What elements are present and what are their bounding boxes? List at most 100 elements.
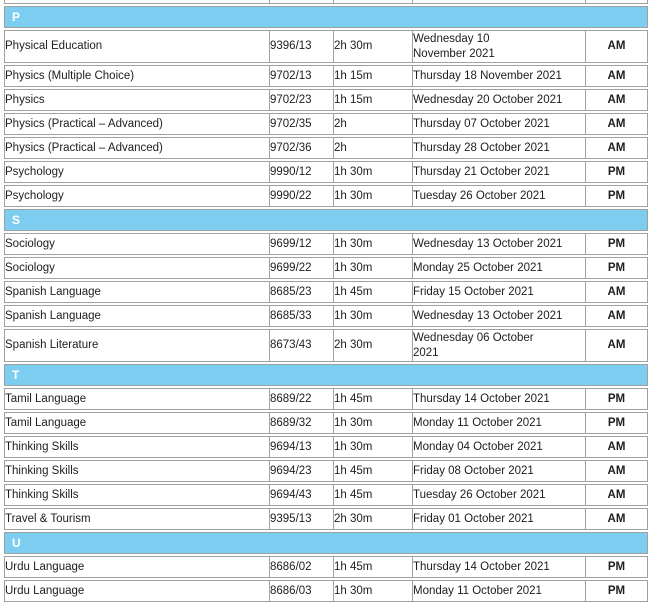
date-cell: Wednesday 13 October 2021	[412, 305, 585, 327]
subject-cell: Tamil Language	[4, 388, 269, 410]
date-cell: Monday 04 October 2021	[412, 436, 585, 458]
exam-row: Thinking Skills 9694/43 1h 45m Tuesday 26 O…	[4, 484, 648, 506]
date-cell: Thursday 28 October 2021	[412, 137, 585, 159]
syllabus-code-cell: 9702/23	[269, 89, 333, 111]
session-cell: AM	[585, 89, 648, 111]
exam-timetable-table: P Physical Education 9396/13 2h 30m Wednesda…	[4, 0, 648, 604]
exam-row: Sociology 9699/22 1h 30m Monday 25 October …	[4, 257, 648, 279]
syllabus-code-cell: 8685/23	[269, 281, 333, 303]
exam-date-text: Wednesday 06 October 2021	[413, 332, 534, 359]
session-cell: PM	[585, 257, 648, 279]
duration-cell: 2h 30m	[333, 329, 412, 362]
exam-row: Thinking Skills 9694/23 1h 45m Friday 08 Oc…	[4, 460, 648, 482]
date-cell: Tuesday 26 October 2021	[412, 484, 585, 506]
subject-cell: Thinking Skills	[4, 484, 269, 506]
duration-cell: 1h 15m	[333, 65, 412, 87]
exam-date-text: Tuesday 26 October 2021	[413, 488, 546, 501]
subject-cell: Travel & Tourism	[4, 508, 269, 530]
session-cell: AM	[585, 30, 648, 63]
exam-row: Physics (Multiple Choice) 9702/13 1h 15m Th…	[4, 65, 648, 87]
exam-row: Spanish Language 8685/23 1h 45m Friday 15 O…	[4, 281, 648, 303]
subject-cell: Urdu Language	[4, 580, 269, 602]
duration-cell: 1h 30m	[333, 436, 412, 458]
exam-date-text: Wednesday 13 October 2021	[413, 309, 563, 322]
section-band-row: P	[4, 6, 648, 28]
date-cell: Thursday 18 November 2021	[412, 65, 585, 87]
exam-row: Tamil Language 8689/22 1h 45m Thursday 14 O…	[4, 388, 648, 410]
syllabus-code-cell: 8689/32	[269, 412, 333, 434]
exam-row: Urdu Language 8686/03 1h 30m Monday 11 Octo…	[4, 580, 648, 602]
date-cell: Thursday 07 October 2021	[412, 113, 585, 135]
date-cell: Friday 01 October 2021	[412, 508, 585, 530]
subject-cell: Physics (Practical – Advanced)	[4, 113, 269, 135]
cutoff-subject-cell	[4, 0, 269, 4]
duration-cell: 1h 30m	[333, 257, 412, 279]
exam-row: Urdu Language 8686/02 1h 45m Thursday 14 Oc…	[4, 556, 648, 578]
exam-date-text: Friday 01 October 2021	[413, 512, 534, 525]
syllabus-code-cell: 9699/12	[269, 233, 333, 255]
subject-cell: Psychology	[4, 185, 269, 207]
syllabus-code-cell: 9990/22	[269, 185, 333, 207]
session-cell: AM	[585, 137, 648, 159]
syllabus-code-cell: 8685/33	[269, 305, 333, 327]
syllabus-code-cell: 8689/22	[269, 388, 333, 410]
syllabus-code-cell: 9396/13	[269, 30, 333, 63]
date-cell: Thursday 21 October 2021	[412, 161, 585, 183]
duration-cell: 1h 45m	[333, 281, 412, 303]
exam-row: Tamil Language 8689/32 1h 30m Monday 11 Oct…	[4, 412, 648, 434]
exam-date-text: Tuesday 26 October 2021	[413, 189, 546, 202]
syllabus-code-cell: 9702/35	[269, 113, 333, 135]
syllabus-code-cell: 9395/13	[269, 508, 333, 530]
exam-date-text: Monday 11 October 2021	[413, 584, 542, 597]
exam-row: Spanish Language 8685/33 1h 30m Wednesday 1…	[4, 305, 648, 327]
section-band-row: U	[4, 532, 648, 554]
session-cell: PM	[585, 388, 648, 410]
session-cell: AM	[585, 508, 648, 530]
date-cell: Friday 15 October 2021	[412, 281, 585, 303]
duration-cell: 2h	[333, 113, 412, 135]
session-cell: AM	[585, 305, 648, 327]
session-cell: AM	[585, 281, 648, 303]
cutoff-session-cell	[585, 0, 648, 4]
exam-date-text: Friday 15 October 2021	[413, 285, 534, 298]
date-cell: Wednesday 10 November 2021	[412, 30, 585, 63]
subject-cell: Spanish Language	[4, 281, 269, 303]
session-cell: AM	[585, 329, 648, 362]
exam-date-text: Thursday 14 October 2021	[413, 560, 550, 573]
subject-cell: Spanish Literature	[4, 329, 269, 362]
duration-cell: 1h 15m	[333, 89, 412, 111]
syllabus-code-cell: 9694/13	[269, 436, 333, 458]
exam-row: Thinking Skills 9694/13 1h 30m Monday 04 Oc…	[4, 436, 648, 458]
subject-cell: Sociology	[4, 233, 269, 255]
exam-row: Physics 9702/23 1h 15m Wednesday 20 October…	[4, 89, 648, 111]
subject-cell: Physics (Multiple Choice)	[4, 65, 269, 87]
duration-cell: 1h 30m	[333, 580, 412, 602]
subject-cell: Spanish Language	[4, 305, 269, 327]
exam-date-text: Monday 25 October 2021	[413, 261, 543, 274]
subject-cell: Physics	[4, 89, 269, 111]
exam-date-text: Thursday 21 October 2021	[413, 165, 550, 178]
exam-date-text: Wednesday 10 November 2021	[413, 33, 495, 60]
duration-cell: 1h 30m	[333, 305, 412, 327]
syllabus-code-cell: 8673/43	[269, 329, 333, 362]
duration-cell: 1h 45m	[333, 556, 412, 578]
subject-cell: Physical Education	[4, 30, 269, 63]
section-letter: S	[4, 209, 648, 231]
date-cell: Tuesday 26 October 2021	[412, 185, 585, 207]
duration-cell: 2h 30m	[333, 508, 412, 530]
section-letter: T	[4, 364, 648, 386]
session-cell: PM	[585, 233, 648, 255]
exam-row: Physics (Practical – Advanced) 9702/35 2h T…	[4, 113, 648, 135]
syllabus-code-cell: 9702/36	[269, 137, 333, 159]
session-cell: PM	[585, 161, 648, 183]
syllabus-code-cell: 9990/12	[269, 161, 333, 183]
cutoff-duration-cell	[333, 0, 412, 4]
exam-date-text: Thursday 28 October 2021	[413, 141, 550, 154]
duration-cell: 1h 45m	[333, 460, 412, 482]
exam-date-text: Wednesday 13 October 2021	[413, 237, 563, 250]
section-letter: U	[4, 532, 648, 554]
subject-cell: Thinking Skills	[4, 460, 269, 482]
syllabus-code-cell: 9699/22	[269, 257, 333, 279]
session-cell: PM	[585, 556, 648, 578]
